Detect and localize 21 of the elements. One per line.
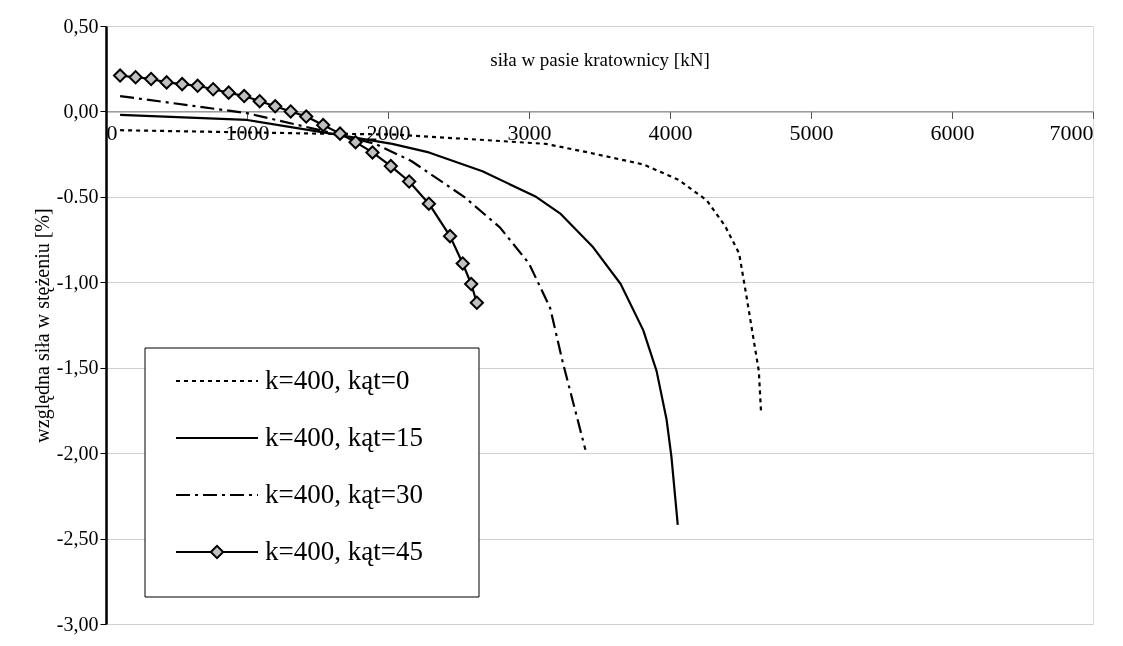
x-tick-label: 1000 — [225, 119, 270, 145]
y-tick-label: 0,00 — [63, 99, 99, 122]
x-tick-label: 4000 — [648, 119, 693, 145]
y-tick-label: -0.50 — [56, 185, 99, 208]
x-tick-label: 3000 — [507, 119, 552, 145]
legend-label: k=400, kąt=45 — [265, 536, 423, 566]
y-tick-label: 0,50 — [63, 14, 99, 37]
x-tick-label: 2000 — [366, 119, 411, 145]
y-tick-label: -1,00 — [56, 270, 99, 293]
y-tick-label: -1,50 — [56, 356, 99, 379]
x-tick-label: 7000 — [1049, 119, 1094, 145]
y-tick-label: -2,00 — [56, 441, 99, 464]
y-tick-label: -2,50 — [56, 527, 99, 550]
y-axis-title: względna siła w stężeniu [%] — [30, 208, 54, 443]
legend-label: k=400, kąt=15 — [265, 422, 423, 452]
legend-label: k=400, kąt=0 — [265, 365, 410, 395]
x-axis-title: siła w pasie kratownicy [kN] — [490, 48, 710, 70]
legend-label: k=400, kąt=30 — [265, 479, 423, 509]
x-tick-label: 5000 — [789, 119, 834, 145]
x-tick-label: 6000 — [930, 119, 975, 145]
y-tick-label: -3,00 — [56, 612, 99, 635]
